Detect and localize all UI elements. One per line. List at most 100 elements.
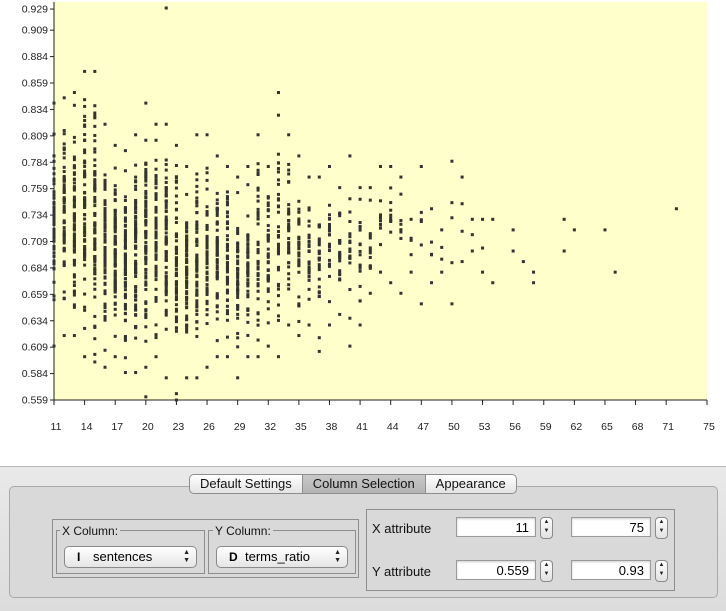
data-point [134, 216, 138, 220]
data-point [144, 259, 148, 263]
data-point [287, 236, 291, 240]
data-point [205, 365, 209, 369]
data-point [470, 249, 474, 253]
data-point [317, 175, 321, 179]
data-point [215, 264, 219, 268]
data-point [113, 228, 117, 232]
y-attribute-max-spinner[interactable]: ▲ ▼ [655, 560, 668, 582]
data-point [246, 243, 250, 247]
data-point [154, 272, 158, 276]
data-point [83, 213, 87, 217]
data-point [113, 223, 117, 227]
data-point [134, 222, 138, 226]
data-point [307, 219, 311, 223]
data-point [266, 287, 270, 291]
data-point [144, 177, 148, 181]
y-attribute-min-spinner[interactable]: ▲ ▼ [540, 560, 553, 582]
tab-default-settings[interactable]: Default Settings [189, 474, 302, 494]
data-point [205, 302, 209, 306]
data-point [205, 308, 209, 312]
data-point [195, 334, 199, 338]
data-point [287, 172, 291, 176]
data-point [215, 275, 219, 279]
data-point [164, 219, 168, 223]
data-point [83, 69, 87, 73]
y-tick-label: 0.859 [22, 78, 48, 90]
data-point [205, 283, 209, 287]
data-point [62, 235, 66, 239]
data-point [72, 236, 76, 240]
data-point [307, 239, 311, 243]
y-column-title: Y Column: [213, 524, 273, 538]
data-point [236, 336, 240, 340]
y-tick-label: 0.784 [22, 157, 48, 169]
data-point [440, 257, 444, 261]
data-point [236, 250, 240, 254]
data-point [174, 283, 178, 287]
data-point [72, 218, 76, 222]
data-point [93, 272, 97, 276]
data-point [511, 249, 515, 253]
data-point [185, 276, 189, 280]
x-column-value: sentences [93, 549, 153, 564]
x-column-select[interactable]: I sentences ▲ ▼ [64, 546, 197, 568]
data-point [164, 194, 168, 198]
data-point [307, 271, 311, 275]
data-point [144, 179, 148, 183]
data-point [62, 148, 66, 152]
data-point [246, 264, 250, 268]
y-column-select[interactable]: D terms_ratio ▲ ▼ [216, 546, 348, 568]
x-attribute-min-field[interactable] [456, 517, 536, 537]
data-point [185, 271, 189, 275]
data-point [256, 248, 260, 252]
data-point [144, 251, 148, 255]
data-point [144, 223, 148, 227]
tab-column-selection[interactable]: Column Selection [301, 474, 425, 494]
y-attribute-min-field[interactable] [456, 560, 536, 580]
data-point [266, 276, 270, 280]
data-point [103, 246, 107, 250]
data-point [144, 309, 148, 313]
data-point [379, 213, 382, 217]
data-point [134, 231, 138, 235]
data-point [185, 318, 189, 322]
data-point [358, 221, 362, 225]
y-attribute-max-field[interactable] [571, 560, 651, 580]
tab-appearance[interactable]: Appearance [424, 474, 517, 494]
data-point [113, 242, 117, 246]
data-point [348, 288, 352, 292]
data-point [134, 271, 138, 275]
data-point [276, 161, 280, 165]
data-point [185, 252, 189, 256]
data-point [123, 284, 127, 288]
data-point [144, 174, 148, 178]
data-point [123, 259, 127, 263]
x-attribute-max-field[interactable] [571, 517, 651, 537]
data-point [256, 318, 260, 322]
data-point [287, 283, 291, 287]
data-point [113, 280, 117, 284]
data-point [113, 269, 117, 273]
x-attribute-max-spinner[interactable]: ▲ ▼ [655, 517, 668, 539]
y-tick-label: 0.834 [22, 104, 48, 116]
data-point [164, 235, 168, 239]
data-point [113, 230, 117, 234]
data-point [154, 186, 158, 190]
data-point [460, 260, 464, 264]
data-point [113, 213, 117, 217]
data-point [297, 303, 301, 307]
data-point [174, 271, 178, 275]
data-point [358, 228, 362, 232]
data-point [113, 218, 117, 222]
data-point [83, 252, 87, 256]
data-point [123, 303, 127, 307]
data-point [72, 166, 76, 170]
x-attribute-min-spinner[interactable]: ▲ ▼ [540, 517, 553, 539]
x-tick-label: 35 [295, 421, 307, 433]
data-point [317, 277, 321, 281]
data-point [62, 176, 66, 180]
data-point [154, 207, 158, 211]
data-point [266, 278, 270, 282]
data-point [123, 319, 127, 323]
data-point [246, 214, 250, 218]
